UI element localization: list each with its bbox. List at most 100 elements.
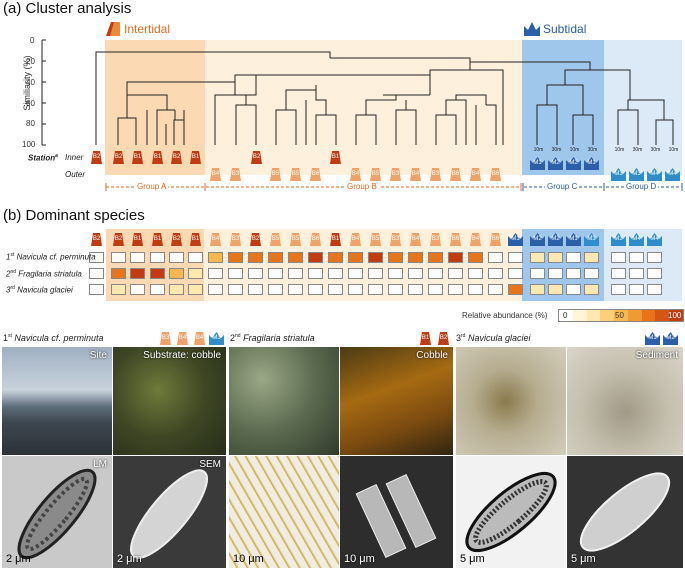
- legend-swatch-2: [586, 310, 601, 321]
- c-sp3-sup: rd: [461, 333, 466, 339]
- abundance-cell: [508, 268, 523, 279]
- abundance-cell: [111, 284, 126, 295]
- abundance-cell: [566, 268, 581, 279]
- species-3-label: 3rd Navicula glaciei: [6, 285, 73, 295]
- station-badge-text: M1: [569, 236, 578, 242]
- station-badge-text: B6: [491, 171, 500, 177]
- station-badge-b4: B4: [408, 233, 423, 246]
- station-badge-text: B2: [114, 236, 123, 242]
- station-badge-m2: M2: [548, 157, 563, 170]
- station-badge-text: B3: [161, 335, 170, 341]
- station-badge-text: B1: [191, 154, 200, 160]
- station-badge-m3: M3: [611, 168, 626, 181]
- sediment-label: Sediment: [635, 350, 678, 361]
- station-badge-b1: B1: [150, 151, 165, 164]
- site-photo: Site: [2, 347, 112, 455]
- station-badge-text: B5: [271, 171, 280, 177]
- abundance-cell: [566, 252, 581, 263]
- station-badge-b5: B5: [368, 233, 383, 246]
- depth-label: 30m: [551, 147, 562, 153]
- depth-label: 10m: [614, 147, 625, 153]
- legend-swatch-5: [627, 310, 642, 321]
- abundance-cell: [448, 252, 463, 263]
- intertidal-icon: [106, 22, 120, 36]
- station-badge-text: B3: [391, 171, 400, 177]
- abundance-cell: [89, 268, 104, 279]
- abundance-cell: [629, 252, 644, 263]
- station-badge-text: M2: [666, 335, 675, 341]
- legend-bar: [558, 309, 684, 322]
- scale-6: 5 μm: [571, 553, 596, 565]
- abundance-cell: [130, 252, 145, 263]
- station-badge-b3: B3: [228, 233, 243, 246]
- abundance-cell: [548, 252, 563, 263]
- station-badge-text: B5: [371, 236, 380, 242]
- station-badge-text: M2: [551, 236, 560, 242]
- station-badge-b2: B2: [111, 151, 126, 164]
- subtidal-icon: [524, 22, 540, 36]
- station-badge-m1: M1: [645, 332, 660, 345]
- station-badge-text: B4: [351, 236, 360, 242]
- station-badge-m3: M3: [629, 168, 644, 181]
- station-text: Station: [28, 153, 56, 163]
- ytick-60: 60: [26, 99, 35, 108]
- abundance-cell: [548, 268, 563, 279]
- station-badge-m3: M3: [611, 233, 626, 246]
- station-badge-text: B1: [133, 154, 142, 160]
- abundance-cell: [488, 284, 503, 295]
- station-badge-text: B6: [451, 236, 460, 242]
- abundance-cell: [208, 268, 223, 279]
- panel-b-title: (b) Dominant species: [3, 207, 145, 224]
- scale-2: 2 μm: [117, 553, 142, 565]
- station-badge-b4: B4: [208, 168, 223, 181]
- abundance-cell: [188, 268, 203, 279]
- station-badge-text: M1: [511, 236, 520, 242]
- station-badge-text: B5: [371, 171, 380, 177]
- cobble-photo-1: Substrate: cobble: [113, 347, 226, 455]
- station-badge-text: B1: [421, 335, 430, 341]
- abundance-cell: [268, 252, 283, 263]
- c-sp1-name: Navicula cf. perminuta: [14, 333, 104, 343]
- abundance-cell: [428, 268, 443, 279]
- abundance-cell: [584, 284, 599, 295]
- depth-label: 30m: [632, 147, 643, 153]
- station-badge-b4: B4: [468, 168, 483, 181]
- station-badge-m2: M2: [548, 233, 563, 246]
- legend-swatch-4: [614, 310, 628, 321]
- sem-frustules-2: [355, 473, 437, 559]
- abundance-cell: [488, 268, 503, 279]
- abundance-cell: [508, 252, 523, 263]
- station-badge-b1: B1: [188, 233, 203, 246]
- subtidal-zone-d-bg: [604, 40, 682, 175]
- abundance-cell: [188, 252, 203, 263]
- station-badge-text: B4: [411, 236, 420, 242]
- station-badge-m4: M4: [647, 168, 662, 181]
- abundance-cell: [448, 268, 463, 279]
- abundance-cell: [488, 252, 503, 263]
- c-sp3-name: Navicula glaciei: [467, 333, 531, 343]
- station-badge-m2: M2: [530, 233, 545, 246]
- station-badge-b3: B3: [428, 168, 443, 181]
- sem-diatom-1: [130, 469, 208, 559]
- station-badge-b4: B4: [408, 168, 423, 181]
- legend-swatch-7: [655, 310, 670, 321]
- station-badge-m1: M1: [508, 233, 523, 246]
- legend-swatch-0: [559, 310, 573, 321]
- scale-4: 10 μm: [344, 553, 375, 565]
- station-badge-m3: M3: [209, 332, 224, 345]
- abundance-cell: [348, 252, 363, 263]
- abundance-cell: [208, 252, 223, 263]
- abundance-cell: [408, 268, 423, 279]
- station-badge-text: B6: [451, 171, 460, 177]
- sp1-panel-title: 1st Navicula cf. perminuta: [3, 333, 103, 343]
- abundance-cell: [368, 284, 383, 295]
- abundance-cell: [169, 268, 184, 279]
- station-badge-b4: B4: [208, 233, 223, 246]
- abundance-cell: [468, 284, 483, 295]
- abundance-cell: [89, 252, 104, 263]
- abundance-cell: [388, 268, 403, 279]
- abundance-cell: [130, 284, 145, 295]
- sp2-sup: nd: [10, 269, 17, 275]
- station-badge-m4: M4: [629, 233, 644, 246]
- station-badge-b5: B5: [288, 168, 303, 181]
